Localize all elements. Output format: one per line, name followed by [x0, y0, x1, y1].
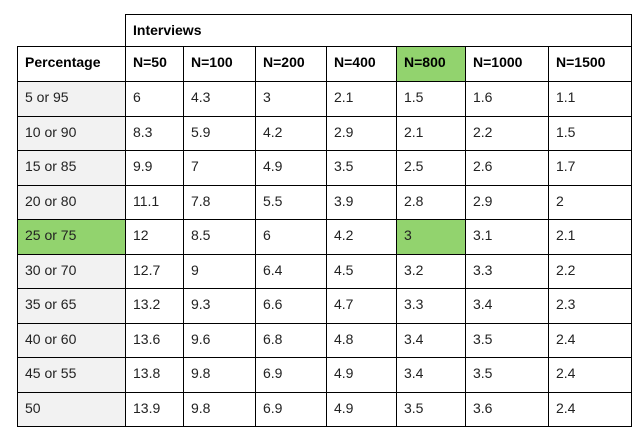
table-cell: 4.9 — [326, 392, 397, 427]
table-cell: 6 — [125, 81, 184, 117]
row-header: 20 or 80 — [17, 185, 126, 220]
column-header: Percentage — [17, 46, 126, 82]
table-cell: 2.1 — [548, 219, 632, 255]
table-cell: 2.9 — [465, 185, 549, 220]
table-cell: 9.9 — [125, 150, 184, 186]
table-cell: 3.5 — [465, 323, 549, 358]
table-cell: 8.5 — [183, 219, 256, 255]
row-header: 25 or 75 — [17, 219, 126, 255]
table-cell: 12.7 — [125, 254, 184, 289]
table-cell: 6.8 — [255, 323, 327, 358]
table-cell: 7 — [183, 150, 256, 186]
table-cell: 2.8 — [396, 185, 466, 220]
table-cell: 1.5 — [396, 81, 466, 117]
column-header: N=400 — [326, 46, 397, 82]
table-cell: 4.7 — [326, 288, 397, 324]
table-cell: 4.5 — [326, 254, 397, 289]
table-cell: 7.8 — [183, 185, 256, 220]
row-header: 50 — [17, 392, 126, 427]
table-cell: 9.8 — [183, 357, 256, 393]
table-cell: 2.1 — [326, 81, 397, 117]
table-cell: 5.9 — [183, 116, 256, 151]
table-cell: 3.3 — [396, 288, 466, 324]
table-cell: 4.9 — [255, 150, 327, 186]
table-cell: 2.2 — [548, 254, 632, 289]
table-cell: 6.9 — [255, 357, 327, 393]
table-cell: 8.3 — [125, 116, 184, 151]
table-cell: 2.4 — [548, 357, 632, 393]
row-header: 15 or 85 — [17, 150, 126, 186]
table-cell: 3.5 — [396, 392, 466, 427]
table-cell: 2.6 — [465, 150, 549, 186]
row-header: 35 or 65 — [17, 288, 126, 324]
table-cell: 1.6 — [465, 81, 549, 117]
table-cell: 6.4 — [255, 254, 327, 289]
table-cell: 3.4 — [396, 323, 466, 358]
table-cell: 3 — [396, 219, 466, 255]
table-cell: 12 — [125, 219, 184, 255]
table-cell: 11.1 — [125, 185, 184, 220]
table-cell: 9.8 — [183, 392, 256, 427]
column-header: N=100 — [183, 46, 256, 82]
row-header: 5 or 95 — [17, 81, 126, 117]
table-cell: 4.8 — [326, 323, 397, 358]
table-cell: 3.9 — [326, 185, 397, 220]
table-cell: 6.9 — [255, 392, 327, 427]
table-cell: 2.4 — [548, 323, 632, 358]
table-cell: 13.6 — [125, 323, 184, 358]
table-cell: 9.3 — [183, 288, 256, 324]
table-cell: 2.5 — [396, 150, 466, 186]
table-cell: 3.5 — [465, 357, 549, 393]
table-cell: 6 — [255, 219, 327, 255]
column-header: N=1000 — [465, 46, 549, 82]
row-header: 45 or 55 — [17, 357, 126, 393]
table-cell: 2.3 — [548, 288, 632, 324]
table-cell: 13.2 — [125, 288, 184, 324]
column-header: N=50 — [125, 46, 184, 82]
table-cell: 2.1 — [396, 116, 466, 151]
table-cell: 5.5 — [255, 185, 327, 220]
table-cell: 9 — [183, 254, 256, 289]
table-cell: 3.5 — [326, 150, 397, 186]
table-cell: 4.2 — [255, 116, 327, 151]
table-cell: 4.2 — [326, 219, 397, 255]
table-cell: 2.9 — [326, 116, 397, 151]
table-cell: 6.6 — [255, 288, 327, 324]
row-header: 10 or 90 — [17, 116, 126, 151]
table-cell: 4.3 — [183, 81, 256, 117]
table-cell: 1.5 — [548, 116, 632, 151]
table-cell: 13.9 — [125, 392, 184, 427]
row-header: 30 or 70 — [17, 254, 126, 289]
table-cell: 2 — [548, 185, 632, 220]
group-header: Interviews — [125, 14, 632, 47]
table-cell: 2.4 — [548, 392, 632, 427]
column-header: N=800 — [396, 46, 466, 82]
table-cell: 2.2 — [465, 116, 549, 151]
table-cell: 3.6 — [465, 392, 549, 427]
table-cell: 3.4 — [465, 288, 549, 324]
table-cell: 3.1 — [465, 219, 549, 255]
table-cell: 13.8 — [125, 357, 184, 393]
table-cell: 1.7 — [548, 150, 632, 186]
table-cell: 4.9 — [326, 357, 397, 393]
column-header: N=1500 — [548, 46, 632, 82]
table-cell: 3.3 — [465, 254, 549, 289]
table-cell: 1.1 — [548, 81, 632, 117]
table-cell: 3.2 — [396, 254, 466, 289]
row-header: 40 or 60 — [17, 323, 126, 358]
table-cell: 3 — [255, 81, 327, 117]
table-cell: 3.4 — [396, 357, 466, 393]
table-cell: 9.6 — [183, 323, 256, 358]
column-header: N=200 — [255, 46, 327, 82]
